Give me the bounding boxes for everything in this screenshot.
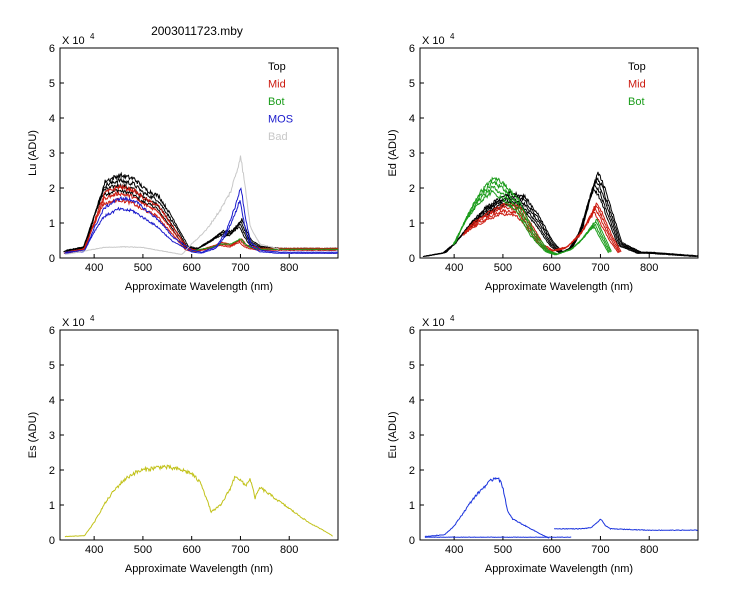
series-line-bot (191, 238, 338, 252)
y-tick-label: 1 (49, 218, 55, 230)
x-tick-label: 500 (494, 544, 512, 556)
y-tick-label: 3 (49, 148, 55, 160)
y-axis-label: Es (ADU) (27, 412, 39, 458)
y-tick-label: 5 (409, 78, 415, 90)
y-axis-label: Lu (ADU) (27, 130, 39, 176)
y-multiplier: X 10 (62, 35, 85, 47)
legend-bot: Bot (628, 96, 645, 108)
panel-ed: 0 1 2 3 4 5 6 400 500 600 700 800 Approximate Wavele… (387, 32, 699, 293)
x-tick-label: 700 (231, 262, 249, 274)
series-line-top (66, 171, 338, 251)
x-tick-label: 700 (231, 544, 249, 556)
y-multiplier: X 10 (422, 35, 445, 47)
plot-frame (419, 329, 699, 541)
y-tick-label: 1 (49, 500, 55, 512)
y-tick-label: 1 (409, 218, 415, 230)
y-tick-label: 0 (49, 535, 55, 547)
y-multiplier-exponent: 4 (450, 314, 455, 323)
series-line-es (64, 464, 333, 538)
x-axis-label: Approximate Wavelength (nm) (485, 281, 633, 293)
y-tick-label: 0 (49, 253, 55, 265)
y-tick-label: 1 (409, 500, 415, 512)
plot-frame (59, 47, 339, 259)
series-line-mos (64, 200, 338, 255)
legend-mos: MOS (268, 114, 293, 126)
x-tick-label: 400 (85, 544, 103, 556)
y-tick-label: 2 (49, 183, 55, 195)
series-group (63, 155, 338, 255)
y-multiplier: X 10 (62, 317, 85, 329)
y-tick-label: 6 (49, 325, 55, 337)
y-tick-label: 4 (49, 113, 55, 125)
y-tick-label: 4 (409, 113, 415, 125)
series-line-bad (64, 155, 280, 255)
x-tick-label: 700 (591, 544, 609, 556)
y-tick-label: 6 (409, 43, 415, 55)
x-axis-label: Approximate Wavelength (nm) (125, 563, 273, 575)
y-tick-label: 0 (409, 253, 415, 265)
x-tick-label: 500 (494, 262, 512, 274)
x-tick-label: 600 (183, 262, 201, 274)
series-line-mid (64, 191, 338, 254)
x-tick-label: 400 (85, 262, 103, 274)
series-line-mid (63, 197, 337, 254)
x-tick-label: 500 (134, 544, 152, 556)
x-tick-label: 400 (445, 544, 463, 556)
x-tick-label: 700 (591, 262, 609, 274)
legend-top: Top (268, 61, 286, 73)
x-tick-label: 800 (640, 262, 658, 274)
series-line-mos (65, 187, 338, 253)
x-axis-label: Approximate Wavelength (nm) (485, 563, 633, 575)
legend-mid: Mid (628, 79, 646, 91)
y-tick-label: 5 (49, 360, 55, 372)
y-axis-label: Eu (ADU) (387, 411, 399, 458)
series-line-top (63, 188, 337, 253)
y-tick-label: 4 (49, 395, 55, 407)
legend-top: Top (628, 61, 646, 73)
x-tick-label: 600 (543, 544, 561, 556)
y-tick-label: 5 (49, 78, 55, 90)
x-axis-label: Approximate Wavelength (nm) (125, 281, 273, 293)
y-tick-label: 2 (49, 465, 55, 477)
y-tick-label: 0 (409, 535, 415, 547)
y-tick-label: 2 (409, 465, 415, 477)
x-tick-label: 600 (543, 262, 561, 274)
y-tick-label: 3 (409, 430, 415, 442)
series-group (424, 477, 698, 539)
y-tick-label: 3 (49, 430, 55, 442)
y-tick-label: 3 (409, 148, 415, 160)
y-multiplier-exponent: 4 (450, 32, 455, 41)
x-tick-label: 500 (134, 262, 152, 274)
series-group (422, 171, 698, 258)
series-line-eu-red (554, 518, 698, 532)
figure-title: 2003011723.mby (151, 24, 243, 38)
y-axis-label: Ed (ADU) (387, 129, 399, 176)
legend-bad: Bad (268, 131, 288, 143)
legend-mid: Mid (268, 79, 286, 91)
x-tick-label: 600 (183, 544, 201, 556)
series-line-bot (455, 176, 612, 255)
y-multiplier: X 10 (422, 317, 445, 329)
y-tick-label: 6 (409, 325, 415, 337)
y-tick-label: 2 (409, 183, 415, 195)
y-tick-label: 4 (409, 395, 415, 407)
x-tick-label: 800 (280, 544, 298, 556)
panel-lu: 0 1 2 3 4 5 6 400 500 600 700 800 Approximate Wavele… (27, 32, 339, 293)
y-tick-label: 5 (409, 360, 415, 372)
legend-bot: Bot (268, 96, 285, 108)
series-group (64, 464, 333, 538)
panel-eu: 0 1 2 3 4 5 6 400 500 600 700 800 Approximate Wavele… (387, 314, 699, 575)
series-line-eu (424, 477, 550, 539)
y-tick-label: 6 (49, 43, 55, 55)
panel-es: 0 1 2 3 4 5 6 400 500 600 700 800 Approximate Wavele… (27, 314, 339, 575)
y-multiplier-exponent: 4 (90, 314, 95, 323)
x-tick-label: 400 (445, 262, 463, 274)
x-tick-label: 800 (640, 544, 658, 556)
x-tick-label: 800 (280, 262, 298, 274)
y-multiplier-exponent: 4 (90, 32, 95, 41)
